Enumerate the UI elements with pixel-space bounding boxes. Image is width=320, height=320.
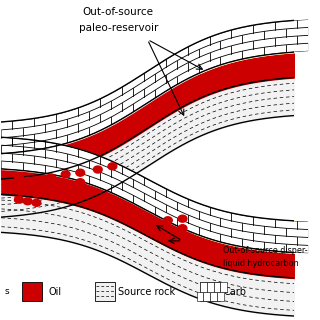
Ellipse shape	[14, 185, 23, 192]
Ellipse shape	[178, 215, 187, 222]
Ellipse shape	[164, 226, 172, 233]
Ellipse shape	[149, 218, 158, 225]
Ellipse shape	[76, 179, 85, 186]
Bar	[95, 282, 115, 301]
Bar	[204, 292, 210, 301]
Text: Source rock: Source rock	[118, 287, 175, 297]
Ellipse shape	[61, 180, 70, 187]
Ellipse shape	[76, 169, 85, 176]
Text: s: s	[4, 287, 9, 296]
Ellipse shape	[32, 199, 41, 206]
Text: Out-of-source: Out-of-source	[83, 7, 154, 18]
Ellipse shape	[23, 198, 32, 205]
Ellipse shape	[14, 174, 23, 181]
Text: paleo-reservoir: paleo-reservoir	[78, 23, 158, 33]
Bar	[220, 282, 227, 292]
Text: liquid hydrocarbon: liquid hydrocarbon	[223, 259, 299, 268]
Text: Carb: Carb	[223, 287, 246, 297]
Bar	[22, 282, 42, 301]
Bar	[210, 292, 217, 301]
Ellipse shape	[164, 217, 172, 224]
Ellipse shape	[47, 174, 55, 181]
Ellipse shape	[32, 179, 41, 186]
Ellipse shape	[149, 228, 158, 235]
Ellipse shape	[14, 196, 23, 203]
Ellipse shape	[23, 188, 32, 195]
Bar	[196, 292, 204, 301]
Ellipse shape	[47, 183, 55, 190]
Ellipse shape	[23, 177, 32, 184]
Text: Out-of-source disper-: Out-of-source disper-	[223, 246, 308, 255]
Bar	[200, 282, 207, 292]
Ellipse shape	[61, 171, 70, 178]
Ellipse shape	[32, 190, 41, 197]
Bar	[207, 282, 214, 292]
Text: Oil: Oil	[48, 287, 61, 297]
Ellipse shape	[178, 225, 187, 232]
Ellipse shape	[93, 166, 102, 173]
Bar	[200, 282, 220, 301]
Bar	[217, 292, 224, 301]
Ellipse shape	[108, 163, 117, 170]
Bar	[214, 282, 220, 292]
